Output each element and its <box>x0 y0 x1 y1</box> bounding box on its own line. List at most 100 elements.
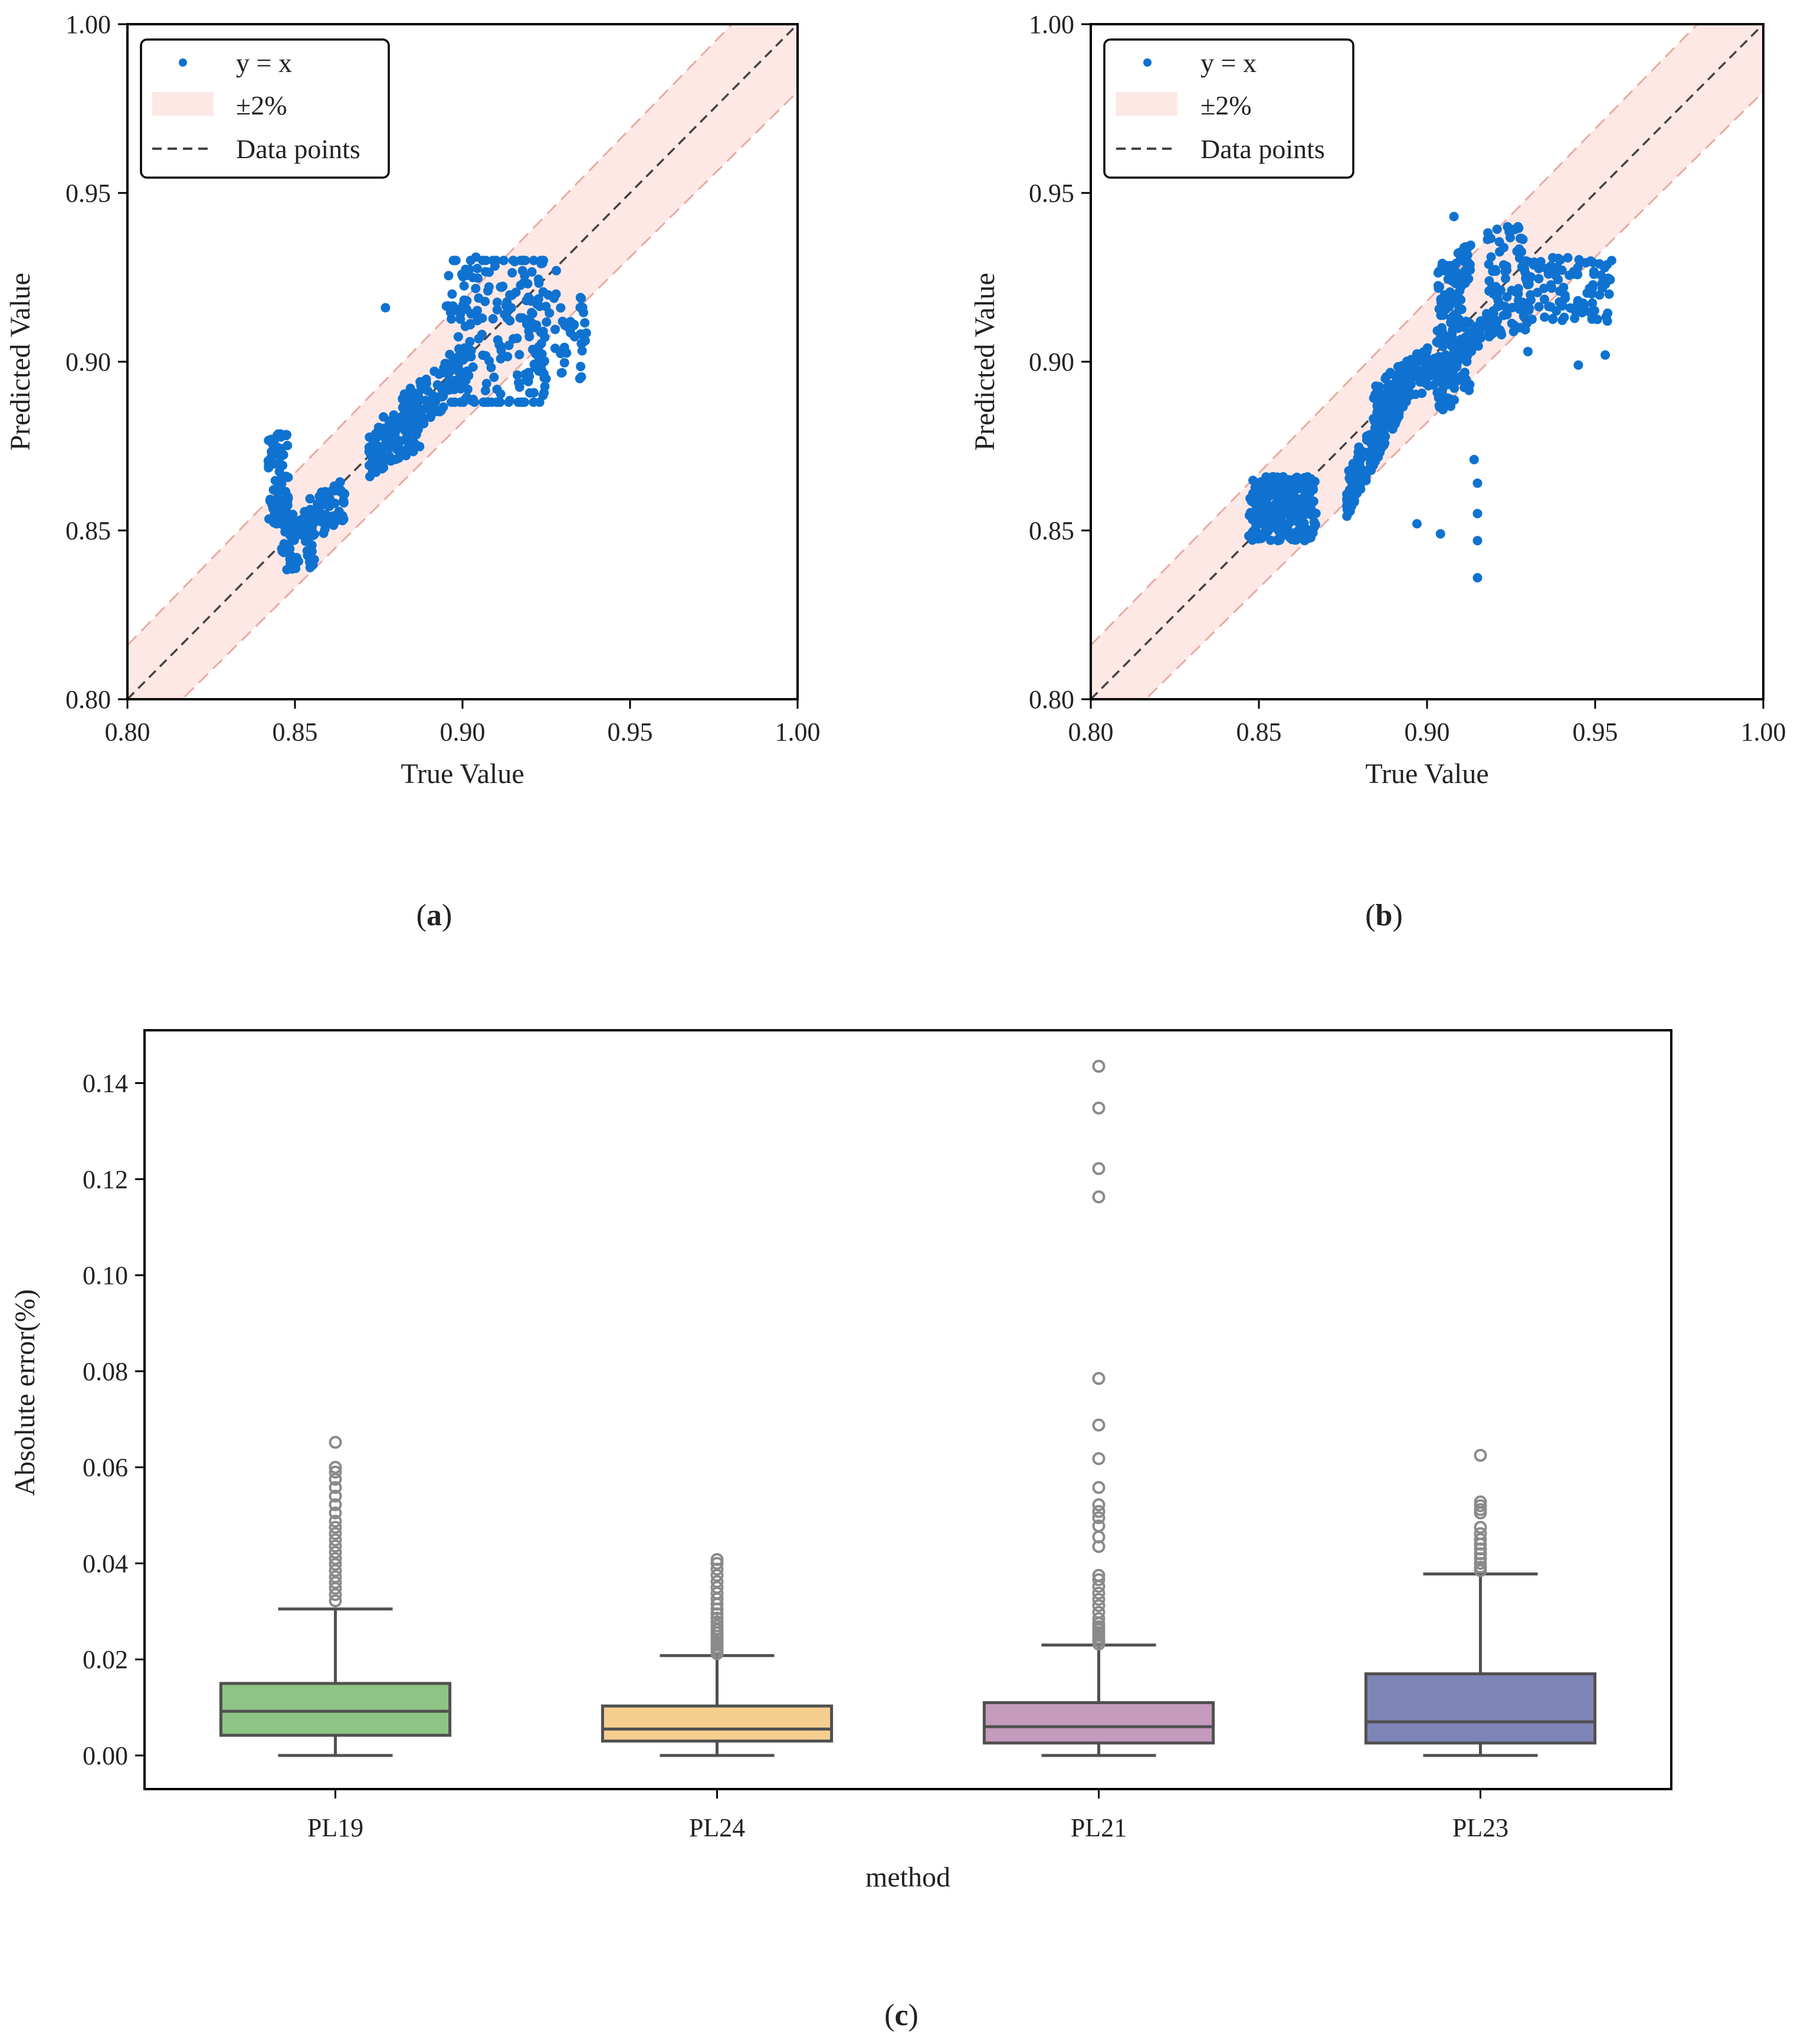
data-point <box>490 261 500 271</box>
data-point <box>540 332 550 342</box>
x-axis-label-b: True Value <box>1365 758 1488 790</box>
data-point <box>1435 529 1445 539</box>
x-tick-label: 0.80 <box>105 718 150 746</box>
data-point <box>462 296 472 306</box>
data-point <box>1484 259 1494 269</box>
data-point <box>1435 402 1445 412</box>
data-point <box>1439 266 1449 276</box>
data-point <box>333 483 342 493</box>
data-point <box>480 296 490 306</box>
data-point <box>1449 335 1459 345</box>
data-point <box>1570 306 1580 316</box>
outlier-point <box>329 1465 342 1479</box>
data-point <box>1385 369 1395 379</box>
data-point <box>1450 310 1460 320</box>
y-tick-label: 1.00 <box>1029 10 1074 39</box>
outlier-point <box>710 1552 724 1566</box>
outlier-point <box>710 1581 724 1594</box>
data-point <box>524 326 534 336</box>
data-point <box>1448 268 1458 279</box>
data-point <box>576 362 586 372</box>
data-point <box>1573 360 1583 370</box>
data-point <box>1446 318 1456 327</box>
data-point <box>294 516 304 526</box>
data-point <box>401 390 411 399</box>
data-point <box>1546 264 1556 274</box>
data-point <box>575 374 585 384</box>
data-point <box>528 345 537 355</box>
y-tick-label: 0.85 <box>1029 516 1074 545</box>
data-point <box>1587 257 1598 267</box>
outlier-point <box>329 1506 342 1519</box>
legend-label-band-b: ±2% <box>1201 90 1252 120</box>
data-point <box>275 451 286 461</box>
data-point <box>405 384 415 394</box>
outlier-point <box>1092 1505 1106 1518</box>
outlier-point <box>1092 1612 1106 1626</box>
outlier-point <box>329 1570 342 1584</box>
data-point <box>319 528 329 538</box>
data-point <box>1264 473 1274 483</box>
data-point <box>542 317 552 327</box>
data-point <box>557 316 568 326</box>
data-point <box>496 389 506 399</box>
data-point <box>1348 458 1358 469</box>
y-tick-label: 0.85 <box>65 516 111 545</box>
y-tick-label: 0.00 <box>83 1741 128 1770</box>
boxplot-panel-c: 0.00 0.02 0.04 0.06 0.08 0.10 0.12 0.14 PL19 PL2… <box>9 1029 1672 2032</box>
data-point <box>545 308 555 318</box>
data-point <box>498 255 509 266</box>
data-point <box>1529 257 1539 267</box>
data-point <box>1592 315 1602 325</box>
data-point <box>479 397 489 407</box>
data-point <box>1492 224 1502 234</box>
data-point <box>516 280 526 290</box>
data-point <box>1299 493 1309 503</box>
data-point <box>1451 258 1461 268</box>
data-point <box>527 267 537 277</box>
data-point <box>1533 287 1543 297</box>
data-point <box>453 332 463 342</box>
data-point <box>377 464 387 474</box>
outlier-point <box>329 1539 342 1553</box>
data-point <box>1597 280 1607 290</box>
x-ticks-a: 0.80 0.85 0.90 0.95 1.00 <box>105 699 821 746</box>
data-point <box>514 382 524 392</box>
data-point <box>1553 274 1563 284</box>
x-tick-label: 1.00 <box>775 718 821 746</box>
outlier-point <box>329 1533 342 1547</box>
data-point <box>447 289 457 299</box>
data-point <box>309 530 319 540</box>
data-point <box>527 307 537 317</box>
data-point <box>289 535 299 545</box>
data-point <box>309 555 319 565</box>
outlier-point <box>1092 1593 1106 1606</box>
data-point <box>1495 285 1505 295</box>
data-point <box>271 434 281 444</box>
data-point <box>390 417 400 426</box>
x-tick-label: 0.90 <box>1405 718 1450 746</box>
outlier-point <box>1092 1606 1106 1619</box>
data-point <box>1600 350 1611 360</box>
data-point <box>1275 493 1285 503</box>
data-point <box>1546 302 1556 312</box>
boxes-c <box>219 1060 1597 1757</box>
data-point <box>1603 308 1613 318</box>
data-point <box>455 315 465 324</box>
data-point <box>1484 276 1494 286</box>
data-point <box>457 269 467 279</box>
data-point <box>1487 329 1497 339</box>
y-ticks-b: 0.80 0.85 0.90 0.95 1.00 <box>1029 10 1091 714</box>
data-point <box>445 349 455 359</box>
data-point <box>473 264 482 273</box>
legend-swatch-band-a <box>152 92 214 116</box>
data-point <box>1459 368 1470 378</box>
outlier-point <box>1092 1599 1106 1613</box>
legend-label-data-a: Data points <box>236 134 360 164</box>
y-tick-label: 0.80 <box>65 685 111 714</box>
data-point <box>1375 389 1385 399</box>
data-point <box>520 271 530 281</box>
data-point <box>477 329 487 339</box>
data-point <box>539 255 549 266</box>
outlier-point <box>1092 1573 1106 1587</box>
